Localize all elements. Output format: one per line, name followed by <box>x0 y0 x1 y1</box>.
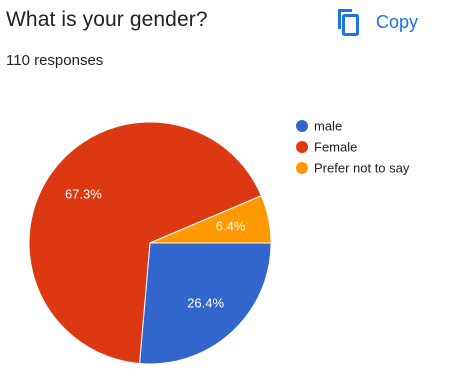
copy-button[interactable]: Copy <box>334 6 418 38</box>
legend-swatch-prefer-not-to-say <box>296 162 308 174</box>
pie-slice-male <box>139 242 272 365</box>
legend-label-female: Female <box>314 140 357 155</box>
question-title: What is your gender? <box>6 8 208 31</box>
legend-swatch-female <box>296 141 308 153</box>
pie-slice-prefer-not-to-say <box>149 195 272 244</box>
copy-icon <box>334 7 360 37</box>
copy-label: Copy <box>376 11 419 32</box>
response-count: 110 responses <box>6 52 104 69</box>
pie-slice-female <box>28 121 263 365</box>
slice-label-prefer-not-to-say: 6.4% <box>216 219 246 234</box>
legend-label-male: male <box>314 119 342 134</box>
slice-label-female: 67.3% <box>65 187 102 202</box>
legend-label-prefer-not-to-say: Prefer not to say <box>314 161 410 176</box>
legend-swatch-male <box>296 120 308 132</box>
slice-label-male: 26.4% <box>187 296 224 311</box>
